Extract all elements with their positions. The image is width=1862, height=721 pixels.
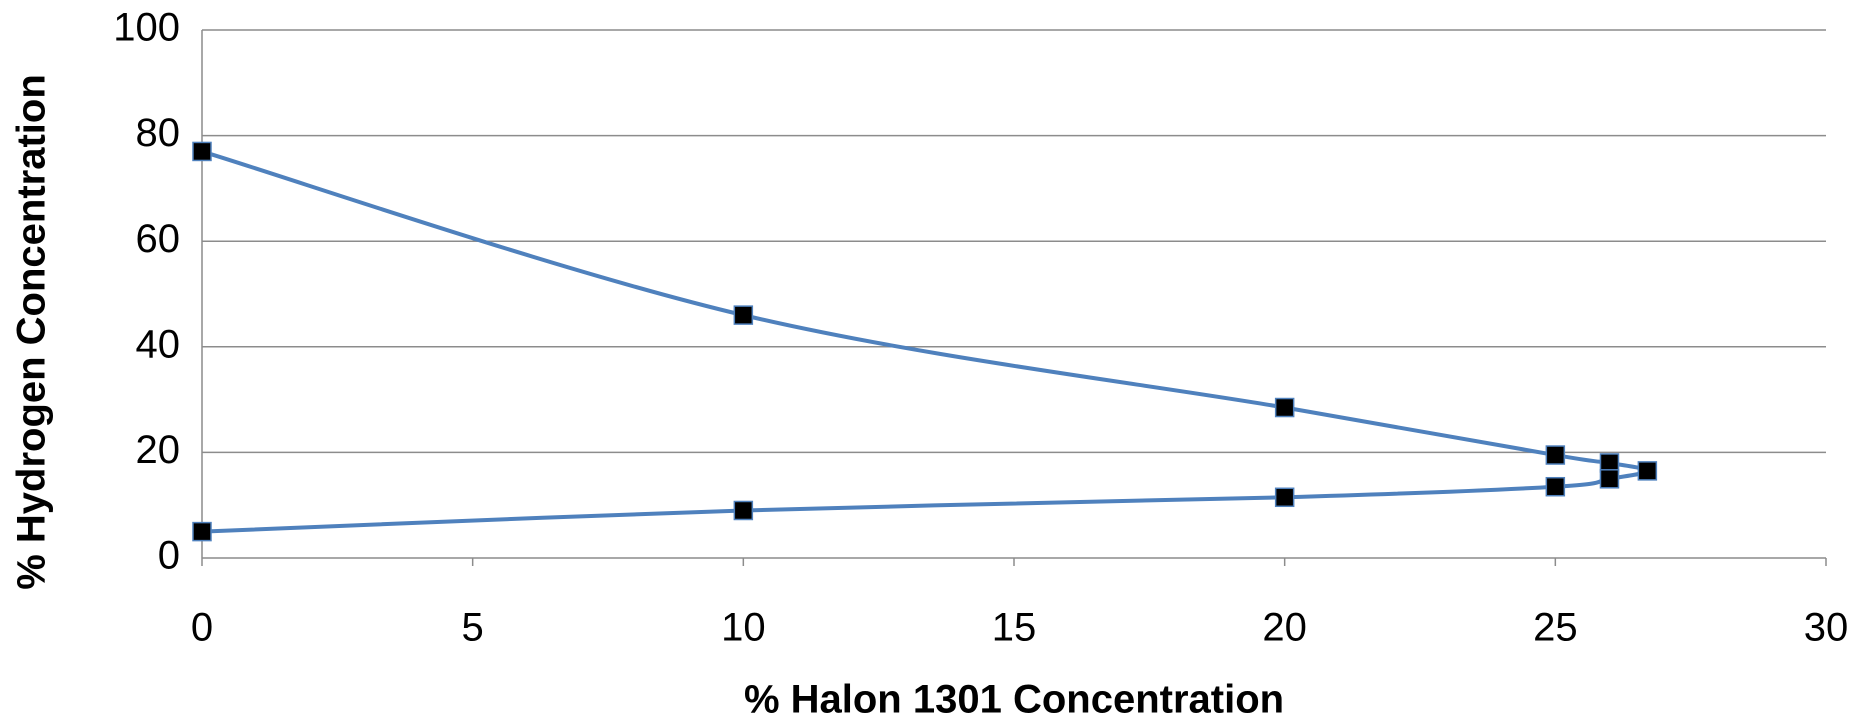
marker xyxy=(1545,476,1566,497)
x-tick-label: 20 xyxy=(1262,606,1307,650)
x-tick-label: 15 xyxy=(992,606,1037,650)
marker xyxy=(192,521,212,542)
marker xyxy=(1274,487,1295,508)
y-tick-label: 60 xyxy=(136,217,181,261)
line xyxy=(201,149,1650,534)
y-tick-label: 80 xyxy=(136,111,181,155)
y-axis-title: % Hydrogen Concentration xyxy=(10,74,54,590)
y-tick-label: 0 xyxy=(158,534,180,578)
marker xyxy=(733,500,754,521)
y-tick-label: 100 xyxy=(113,6,180,50)
marker xyxy=(192,141,212,162)
marker xyxy=(1637,461,1658,481)
y-tick-label: 20 xyxy=(136,428,181,472)
x-tick-label: 30 xyxy=(1804,606,1849,650)
x-axis-title: % Halon 1301 Concentration xyxy=(744,678,1284,721)
y-tick-label: 40 xyxy=(136,322,181,366)
x-tick-label: 25 xyxy=(1533,606,1578,650)
marker xyxy=(733,305,754,325)
marker xyxy=(1545,445,1566,465)
x-tick-label: 10 xyxy=(721,606,766,650)
marker xyxy=(1274,397,1295,418)
marker xyxy=(1599,469,1620,489)
x-tick-label: 0 xyxy=(191,606,213,650)
x-tick-label: 5 xyxy=(462,606,484,650)
